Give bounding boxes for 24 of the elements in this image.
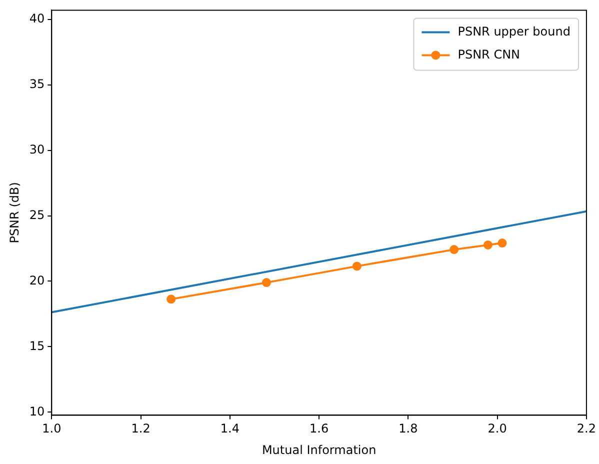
point [166, 294, 176, 304]
x-tick-label: 1.4 [220, 422, 240, 436]
legend-label: PSNR CNN [458, 47, 520, 62]
x-tick-label: 1.0 [42, 422, 62, 436]
y-tick-label: 40 [29, 11, 45, 26]
y-tick-label: 25 [29, 208, 45, 222]
y-axis-title: PSNR (dB) [7, 182, 22, 244]
point [450, 245, 459, 254]
x-tick-label: 2.2 [576, 422, 596, 436]
y-tick-label: 10 [29, 404, 45, 418]
legend-label: PSNR upper bound [458, 24, 570, 38]
point [352, 262, 362, 271]
y-tick-label: 20 [29, 273, 45, 288]
x-tick-label: 1.8 [398, 422, 418, 436]
point [483, 240, 492, 250]
x-axis-title: Mutual Information [262, 442, 376, 457]
y-tick-label: 35 [29, 76, 45, 91]
x-tick-label: 2.0 [488, 422, 507, 436]
point [498, 238, 507, 248]
y-tick-label: 15 [29, 338, 45, 353]
x-tick-label: 1.6 [310, 422, 329, 436]
point [262, 278, 271, 288]
x-tick-label: 1.2 [131, 422, 150, 436]
y-tick-label: 30 [29, 142, 45, 156]
